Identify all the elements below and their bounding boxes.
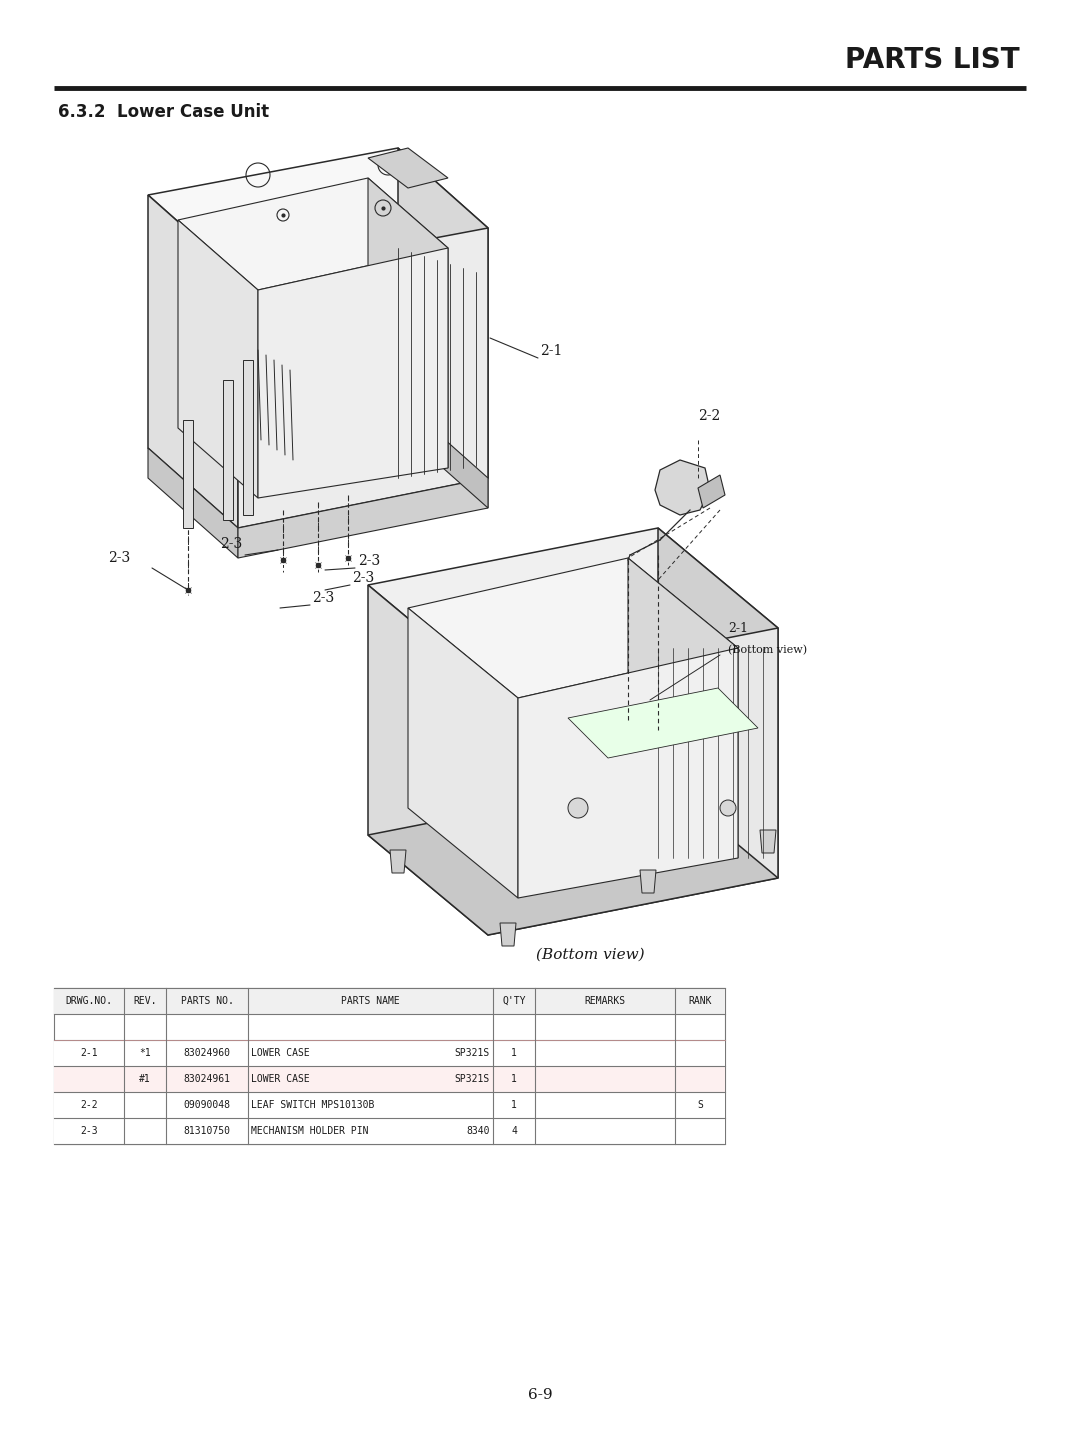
Polygon shape xyxy=(222,380,233,519)
Polygon shape xyxy=(368,586,488,935)
Bar xyxy=(54,1066,725,1092)
Text: 09090048: 09090048 xyxy=(184,1099,230,1109)
Polygon shape xyxy=(258,248,448,498)
Text: 2-3: 2-3 xyxy=(108,551,131,566)
Text: 2-1: 2-1 xyxy=(728,622,748,635)
Polygon shape xyxy=(368,528,778,685)
Polygon shape xyxy=(390,850,406,873)
Text: RANK: RANK xyxy=(688,996,712,1006)
Text: PARTS NO.: PARTS NO. xyxy=(180,996,233,1006)
Text: 2-3: 2-3 xyxy=(357,554,380,568)
Text: 81310750: 81310750 xyxy=(184,1125,230,1135)
Polygon shape xyxy=(399,148,488,478)
Text: LOWER CASE: LOWER CASE xyxy=(251,1073,310,1084)
Polygon shape xyxy=(568,688,758,758)
Polygon shape xyxy=(183,420,193,528)
Text: PARTS LIST: PARTS LIST xyxy=(846,46,1020,73)
Text: (Bottom view): (Bottom view) xyxy=(536,948,645,963)
Polygon shape xyxy=(148,448,238,558)
Polygon shape xyxy=(500,922,516,945)
Text: 2-1: 2-1 xyxy=(540,344,563,358)
Polygon shape xyxy=(408,558,738,698)
Text: 6-9: 6-9 xyxy=(528,1389,552,1402)
Text: 1: 1 xyxy=(511,1099,517,1109)
Polygon shape xyxy=(518,648,738,898)
Text: 2-3: 2-3 xyxy=(80,1125,98,1135)
Bar xyxy=(54,1092,725,1118)
Circle shape xyxy=(720,800,735,816)
Text: MECHANISM HOLDER PIN: MECHANISM HOLDER PIN xyxy=(251,1125,368,1135)
Bar xyxy=(54,989,725,1144)
Text: SP321S: SP321S xyxy=(455,1048,490,1058)
Text: 8340: 8340 xyxy=(467,1125,490,1135)
Text: *1: *1 xyxy=(139,1048,151,1058)
Polygon shape xyxy=(698,475,725,508)
Text: DRWG.NO.: DRWG.NO. xyxy=(66,996,112,1006)
Text: 1: 1 xyxy=(511,1048,517,1058)
Polygon shape xyxy=(148,148,488,275)
Polygon shape xyxy=(658,528,778,878)
Text: S: S xyxy=(697,1099,703,1109)
Polygon shape xyxy=(760,830,777,853)
Polygon shape xyxy=(243,360,253,515)
Text: 2-3: 2-3 xyxy=(312,591,334,604)
Text: (Bottom view): (Bottom view) xyxy=(728,645,807,655)
Text: 2-3: 2-3 xyxy=(220,537,242,551)
Bar xyxy=(54,1118,725,1144)
Polygon shape xyxy=(408,609,518,898)
Polygon shape xyxy=(178,220,258,498)
Circle shape xyxy=(568,799,588,817)
Text: 2-2: 2-2 xyxy=(698,409,720,423)
Text: 2-1: 2-1 xyxy=(80,1048,98,1058)
Text: 1: 1 xyxy=(511,1073,517,1084)
Text: REMARKS: REMARKS xyxy=(584,996,625,1006)
Text: LEAF SWITCH MPS10130B: LEAF SWITCH MPS10130B xyxy=(251,1099,375,1109)
Text: 4: 4 xyxy=(511,1125,517,1135)
Polygon shape xyxy=(368,178,448,468)
Polygon shape xyxy=(178,178,448,291)
Polygon shape xyxy=(640,871,656,894)
Polygon shape xyxy=(148,196,238,528)
Polygon shape xyxy=(368,778,778,935)
Polygon shape xyxy=(399,399,488,508)
Polygon shape xyxy=(488,627,778,935)
Bar xyxy=(54,1040,725,1066)
Text: PARTS NAME: PARTS NAME xyxy=(341,996,400,1006)
Text: #1: #1 xyxy=(139,1073,151,1084)
Text: 6.3.2  Lower Case Unit: 6.3.2 Lower Case Unit xyxy=(58,104,269,121)
Bar xyxy=(54,989,725,1014)
Text: 83024961: 83024961 xyxy=(184,1073,230,1084)
Polygon shape xyxy=(627,558,738,858)
Text: SP321S: SP321S xyxy=(455,1073,490,1084)
Polygon shape xyxy=(654,460,710,515)
Text: 83024960: 83024960 xyxy=(184,1048,230,1058)
Text: Q'TY: Q'TY xyxy=(502,996,526,1006)
Polygon shape xyxy=(238,227,488,528)
Text: LOWER CASE: LOWER CASE xyxy=(251,1048,310,1058)
Polygon shape xyxy=(368,148,448,189)
Text: REV.: REV. xyxy=(133,996,157,1006)
Polygon shape xyxy=(238,478,488,558)
Text: 2-2: 2-2 xyxy=(80,1099,98,1109)
Text: 2-3: 2-3 xyxy=(352,571,375,586)
